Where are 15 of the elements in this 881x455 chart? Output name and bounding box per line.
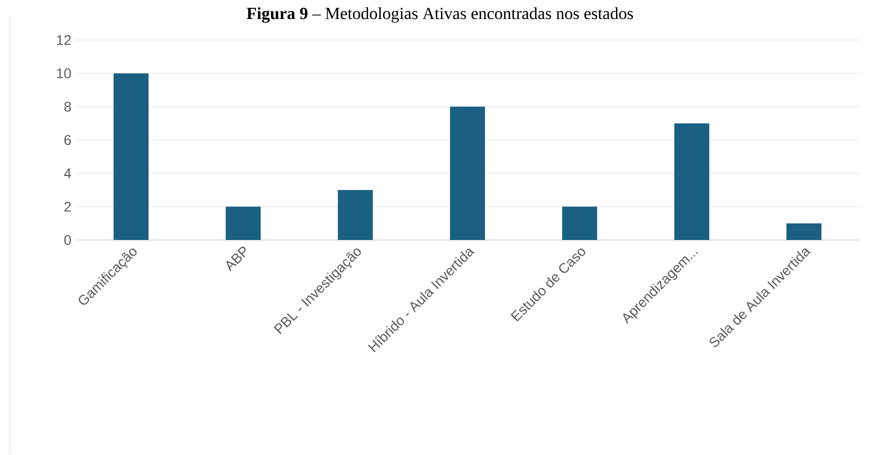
y-tick-label: 4 xyxy=(64,168,72,178)
bar xyxy=(786,223,822,240)
bar xyxy=(450,106,486,240)
y-tick-label: 8 xyxy=(64,102,71,112)
y-tick-label: 6 xyxy=(64,135,71,145)
bar xyxy=(114,73,149,240)
bar xyxy=(674,123,710,240)
y-tick-label: 0 xyxy=(64,235,71,245)
y-tick-label: 10 xyxy=(57,68,71,78)
bar xyxy=(226,206,261,240)
bar xyxy=(338,190,373,240)
bar xyxy=(562,206,598,240)
chart-title: Figura 9 – Metodologias Ativas encontradas nos estados xyxy=(246,7,633,23)
y-tick-label: 12 xyxy=(57,35,71,45)
y-tick-label: 2 xyxy=(64,202,71,212)
